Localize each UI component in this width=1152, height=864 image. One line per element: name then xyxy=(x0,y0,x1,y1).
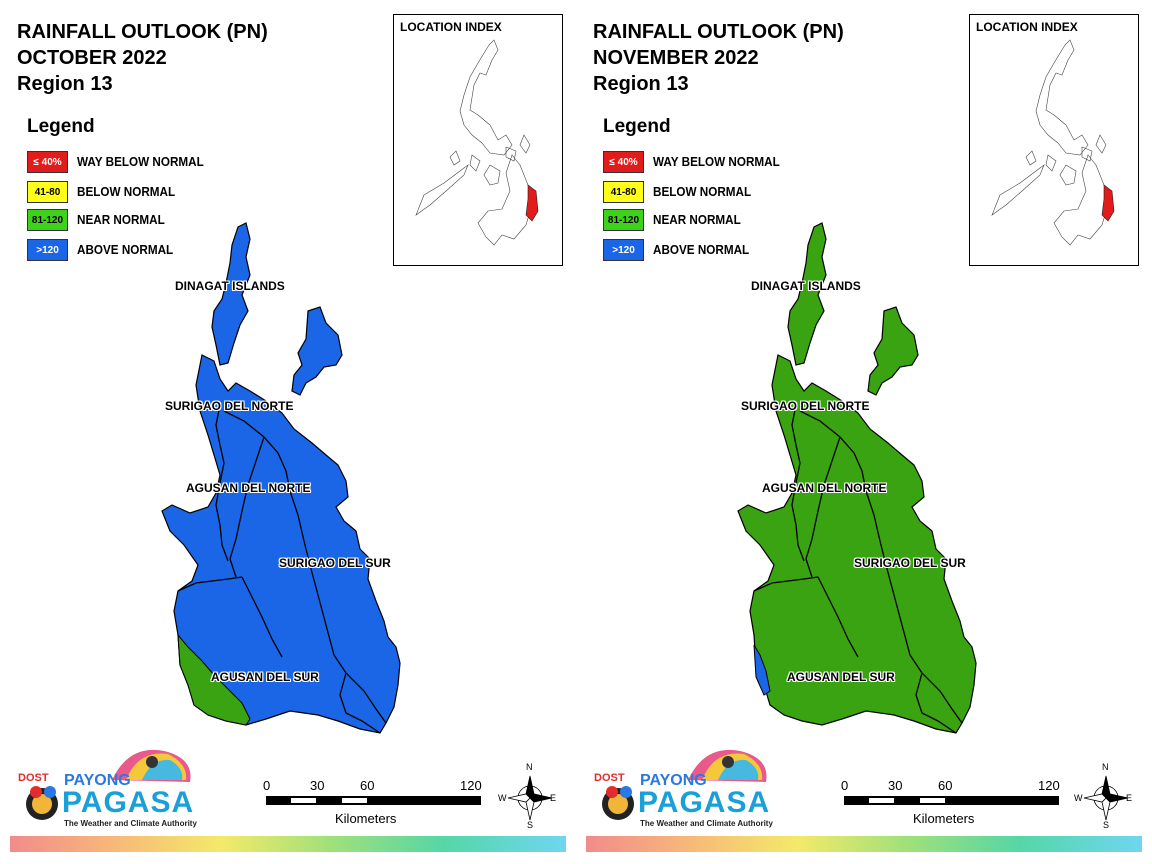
compass-s: S xyxy=(1103,820,1110,830)
scale-tick: 60 xyxy=(360,778,375,793)
compass-n: N xyxy=(526,762,533,772)
legend-swatch: ≤ 40% xyxy=(603,151,644,173)
legend-label: BELOW NORMAL xyxy=(77,184,176,199)
legend-label: NEAR NORMAL xyxy=(77,212,165,227)
scale-unit: Kilometers xyxy=(913,811,975,826)
panel-november: RAINFALL OUTLOOK (PN) NOVEMBER 2022 Regi… xyxy=(576,0,1152,864)
title-line-3: Region 13 xyxy=(17,73,113,95)
province-label-dinagat: DINAGAT ISLANDS xyxy=(175,279,285,293)
legend-swatch: >120 xyxy=(27,239,68,261)
scale-tick: 30 xyxy=(888,778,903,793)
logo-dost: DOST xyxy=(18,772,49,784)
legend-label: ABOVE NORMAL xyxy=(77,242,174,257)
scale-tick: 30 xyxy=(310,778,325,793)
logo-tagline: The Weather and Climate Authority xyxy=(640,819,773,828)
title-line-1: RAINFALL OUTLOOK (PN) xyxy=(17,21,268,43)
legend-swatch: >120 xyxy=(603,239,644,261)
scale-tick: 120 xyxy=(1038,778,1060,793)
compass-e: E xyxy=(1126,793,1133,803)
philippines-outline xyxy=(415,39,539,246)
logo-tagline: The Weather and Climate Authority xyxy=(64,819,197,828)
province-label-agusan-norte: AGUSAN DEL NORTE xyxy=(186,481,311,495)
legend-swatch: ≤ 40% xyxy=(27,151,68,173)
map-title: RAINFALL OUTLOOK (PN) OCTOBER 2022 Regio… xyxy=(17,19,268,97)
north-arrow: N S W E xyxy=(498,762,560,830)
province-label-agusan-sur: AGUSAN DEL SUR xyxy=(211,670,319,684)
province-label-surigao-sur: SURIGAO DEL SUR xyxy=(854,556,966,570)
region-13-map xyxy=(161,222,401,734)
color-gradient-bar xyxy=(10,836,566,852)
scale-bar: 0 30 60 120 Kilometers xyxy=(262,778,492,828)
payong-pagasa-logo: DOST PAYONG PAGASA The Weather and Clima… xyxy=(594,742,774,832)
legend-label: WAY BELOW NORMAL xyxy=(77,154,204,169)
title-line-1: RAINFALL OUTLOOK (PN) xyxy=(593,21,844,43)
scale-unit: Kilometers xyxy=(335,811,397,826)
scale-tick: 60 xyxy=(938,778,953,793)
province-label-agusan-sur: AGUSAN DEL SUR xyxy=(787,670,895,684)
region-13-highlight xyxy=(1101,184,1115,222)
province-label-surigao-norte: SURIGAO DEL NORTE xyxy=(741,399,870,413)
compass-s: S xyxy=(527,820,534,830)
province-label-dinagat: DINAGAT ISLANDS xyxy=(751,279,861,293)
payong-pagasa-logo: DOST PAYONG PAGASA The Weather and Clima… xyxy=(18,742,198,832)
compass-w: W xyxy=(498,793,507,803)
scale-tick: 120 xyxy=(460,778,482,793)
philippines-outline xyxy=(991,39,1115,246)
legend-heading: Legend xyxy=(603,116,671,137)
inset-title: LOCATION INDEX xyxy=(976,20,1078,34)
logo-pagasa: PAGASA xyxy=(638,786,771,819)
inset-title: LOCATION INDEX xyxy=(400,20,502,34)
logo-payong: PAYONG xyxy=(640,772,707,789)
logo-dost: DOST xyxy=(594,772,625,784)
compass-w: W xyxy=(1074,793,1083,803)
legend-swatch: 81-120 xyxy=(603,209,644,231)
province-label-surigao-norte: SURIGAO DEL NORTE xyxy=(165,399,294,413)
map-title: RAINFALL OUTLOOK (PN) NOVEMBER 2022 Regi… xyxy=(593,19,844,97)
legend-label: NEAR NORMAL xyxy=(653,212,741,227)
title-line-2: OCTOBER 2022 xyxy=(17,47,167,69)
legend-label: WAY BELOW NORMAL xyxy=(653,154,780,169)
compass-e: E xyxy=(550,793,557,803)
region-13-map xyxy=(737,222,977,734)
color-gradient-bar xyxy=(586,836,1142,852)
legend-swatch: 41-80 xyxy=(27,181,68,203)
logo-payong: PAYONG xyxy=(64,772,131,789)
title-line-3: Region 13 xyxy=(593,73,689,95)
legend-label: BELOW NORMAL xyxy=(653,184,752,199)
north-arrow: N S W E xyxy=(1074,762,1136,830)
scale-bar: 0 30 60 120 Kilometers xyxy=(840,778,1070,828)
panel-october: RAINFALL OUTLOOK (PN) OCTOBER 2022 Regio… xyxy=(10,14,566,852)
location-index-inset: LOCATION INDEX xyxy=(969,14,1139,266)
legend-swatch: 81-120 xyxy=(27,209,68,231)
legend-swatch: 41-80 xyxy=(603,181,644,203)
region-13-highlight xyxy=(525,184,539,222)
province-label-agusan-norte: AGUSAN DEL NORTE xyxy=(762,481,887,495)
scale-tick: 0 xyxy=(263,778,271,793)
compass-n: N xyxy=(1102,762,1109,772)
legend-heading: Legend xyxy=(27,116,95,137)
title-line-2: NOVEMBER 2022 xyxy=(593,47,759,69)
location-index-inset: LOCATION INDEX xyxy=(393,14,563,266)
legend-label: ABOVE NORMAL xyxy=(653,242,750,257)
logo-pagasa: PAGASA xyxy=(62,786,195,819)
province-label-surigao-sur: SURIGAO DEL SUR xyxy=(279,556,391,570)
scale-tick: 0 xyxy=(841,778,849,793)
